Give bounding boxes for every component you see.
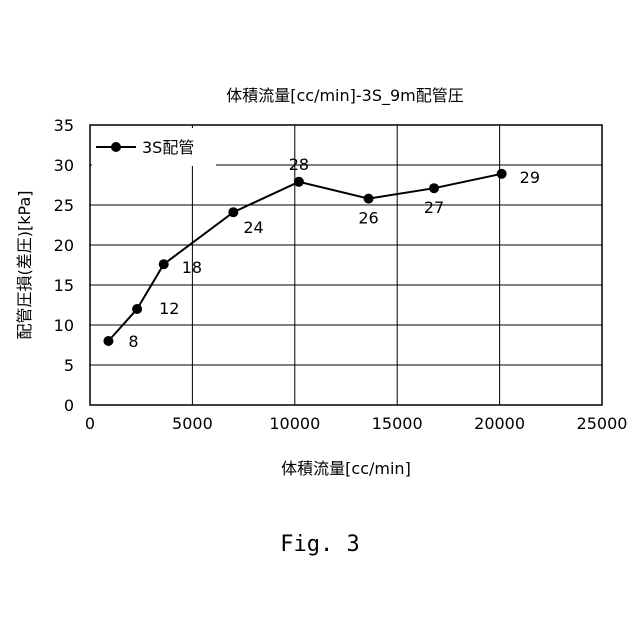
legend-marker [111, 142, 121, 152]
data-point [132, 304, 142, 314]
chart-title: 体積流量[cc/min]-3S_9m配管圧 [226, 86, 464, 106]
data-label: 8 [128, 332, 138, 351]
data-label: 24 [243, 218, 263, 237]
y-tick-label: 15 [54, 276, 74, 295]
figure-caption: Fig. 3 [280, 532, 359, 557]
data-point [228, 207, 238, 217]
legend: 3S配管 [92, 128, 216, 166]
data-label: 27 [424, 198, 444, 217]
data-point [497, 169, 507, 179]
data-point [103, 336, 113, 346]
y-tick-label: 0 [64, 396, 74, 415]
data-label: 12 [159, 299, 179, 318]
data-label: 26 [358, 209, 378, 228]
y-axis-label: 配管圧損(差圧)[kPa] [15, 191, 34, 340]
y-tick-label: 25 [54, 196, 74, 215]
y-tick-label: 5 [64, 356, 74, 375]
x-tick-label: 15000 [372, 414, 423, 433]
x-tick-label: 0 [85, 414, 95, 433]
x-tick-labels: 0 5000 10000 15000 20000 25000 [85, 414, 628, 433]
y-tick-label: 10 [54, 316, 74, 335]
data-label: 29 [520, 168, 540, 187]
x-tick-label: 5000 [172, 414, 213, 433]
y-tick-label: 30 [54, 156, 74, 175]
data-label: 28 [289, 155, 309, 174]
x-tick-label: 10000 [269, 414, 320, 433]
data-point [364, 194, 374, 204]
data-label: 18 [182, 258, 202, 277]
x-tick-label: 25000 [577, 414, 628, 433]
x-axis-label: 体積流量[cc/min] [281, 459, 411, 478]
y-tick-label: 35 [54, 116, 74, 135]
data-point [159, 259, 169, 269]
series-3s: 8 12 18 24 28 26 27 29 [103, 155, 540, 351]
y-tick-label: 20 [54, 236, 74, 255]
x-tick-label: 20000 [474, 414, 525, 433]
data-point [294, 177, 304, 187]
y-tick-labels: 0 5 10 15 20 25 30 35 [54, 116, 74, 415]
legend-label: 3S配管 [142, 138, 194, 157]
data-point [429, 183, 439, 193]
